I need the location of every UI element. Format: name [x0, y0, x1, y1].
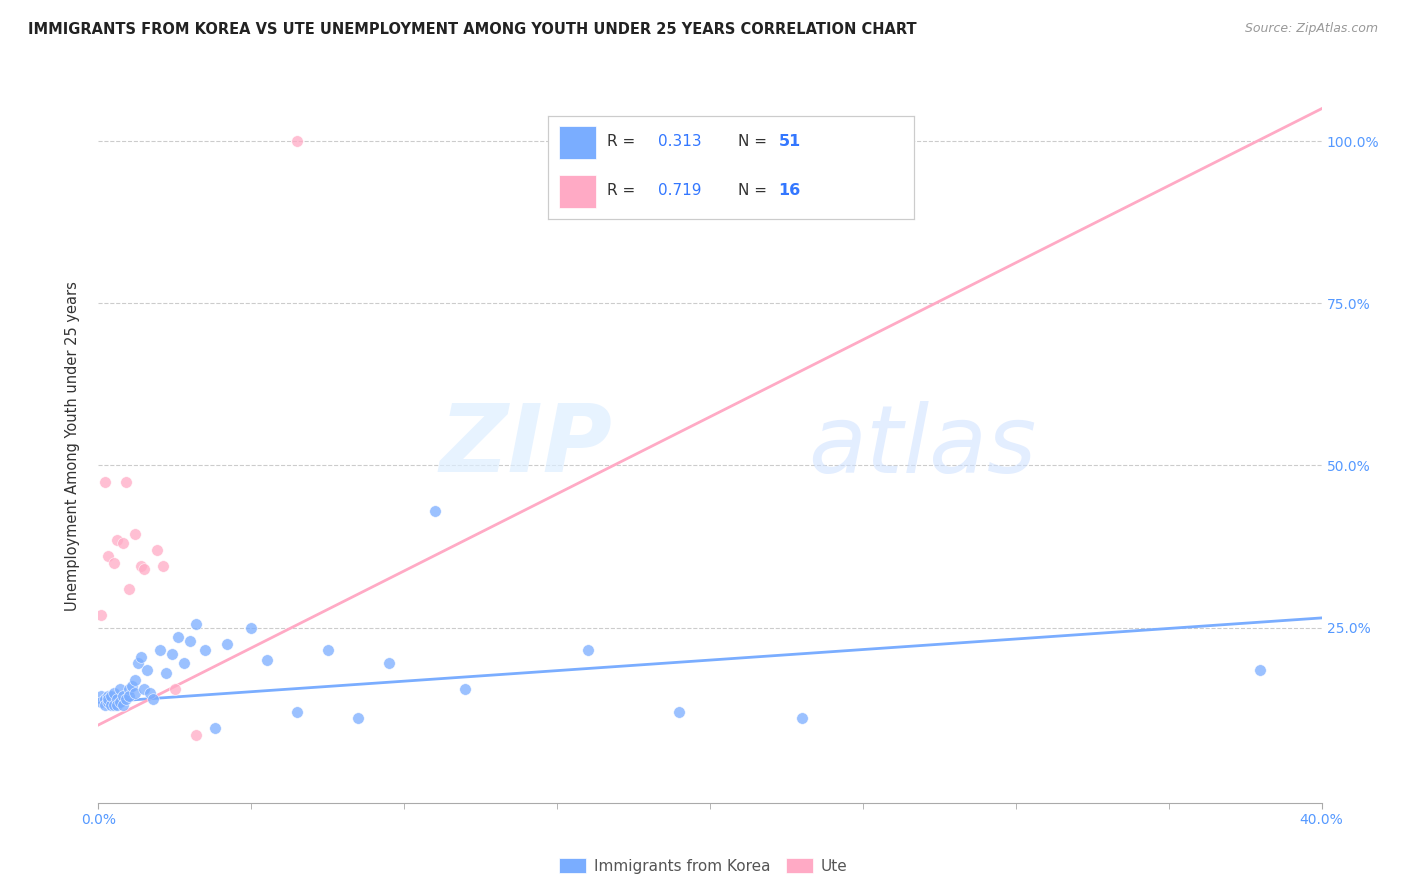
Point — [136, 663, 159, 677]
Point — [668, 705, 690, 719]
Point — [108, 682, 131, 697]
Point — [127, 657, 149, 671]
Point — [121, 679, 143, 693]
Point — [160, 647, 183, 661]
Point — [111, 536, 134, 550]
Point — [454, 682, 477, 697]
Point — [142, 692, 165, 706]
Point — [576, 643, 599, 657]
Point — [134, 562, 156, 576]
Point — [93, 692, 115, 706]
Text: 16: 16 — [779, 184, 801, 198]
Text: R =: R = — [607, 184, 640, 198]
Text: atlas: atlas — [808, 401, 1036, 491]
FancyBboxPatch shape — [560, 176, 596, 208]
Point — [139, 685, 162, 699]
Point — [108, 695, 131, 709]
Point — [100, 689, 122, 703]
Point — [129, 559, 152, 574]
Point — [111, 698, 134, 713]
Point — [105, 533, 128, 547]
Point — [134, 682, 156, 697]
Point — [124, 673, 146, 687]
Text: R =: R = — [607, 134, 640, 149]
Point — [93, 698, 115, 713]
Point — [103, 698, 125, 713]
Point — [378, 657, 401, 671]
FancyBboxPatch shape — [560, 127, 596, 159]
Point — [790, 711, 813, 725]
Point — [97, 689, 120, 703]
Point — [90, 695, 112, 709]
Point — [155, 666, 177, 681]
Point — [124, 685, 146, 699]
Point — [111, 689, 134, 703]
Point — [167, 631, 190, 645]
Point — [145, 542, 167, 557]
Point — [1249, 663, 1271, 677]
Point — [186, 617, 208, 632]
Point — [100, 698, 122, 713]
Point — [316, 643, 339, 657]
Text: N =: N = — [738, 134, 772, 149]
Point — [149, 643, 172, 657]
Point — [97, 549, 120, 564]
Text: 0.313: 0.313 — [658, 134, 702, 149]
Point — [90, 689, 112, 703]
Point — [103, 685, 125, 699]
Point — [93, 475, 115, 489]
Point — [129, 649, 152, 664]
Y-axis label: Unemployment Among Youth under 25 years: Unemployment Among Youth under 25 years — [65, 281, 80, 611]
Text: 51: 51 — [779, 134, 801, 149]
Point — [118, 582, 141, 596]
Point — [103, 556, 125, 570]
Text: Source: ZipAtlas.com: Source: ZipAtlas.com — [1244, 22, 1378, 36]
Point — [118, 682, 141, 697]
Legend: Immigrants from Korea, Ute: Immigrants from Korea, Ute — [553, 852, 853, 880]
Point — [179, 633, 201, 648]
Point — [105, 692, 128, 706]
Point — [124, 526, 146, 541]
Point — [347, 711, 370, 725]
Point — [285, 705, 308, 719]
Text: IMMIGRANTS FROM KOREA VS UTE UNEMPLOYMENT AMONG YOUTH UNDER 25 YEARS CORRELATION: IMMIGRANTS FROM KOREA VS UTE UNEMPLOYMEN… — [28, 22, 917, 37]
Text: 0.719: 0.719 — [658, 184, 702, 198]
Point — [194, 643, 217, 657]
Point — [256, 653, 278, 667]
Point — [173, 657, 195, 671]
Point — [240, 621, 263, 635]
Point — [115, 692, 138, 706]
Point — [118, 689, 141, 703]
Point — [423, 504, 446, 518]
Point — [204, 721, 226, 735]
Text: N =: N = — [738, 184, 772, 198]
Point — [163, 682, 186, 697]
Point — [105, 698, 128, 713]
Point — [152, 559, 174, 574]
Point — [97, 695, 120, 709]
Point — [97, 692, 120, 706]
Point — [285, 134, 308, 148]
Text: ZIP: ZIP — [439, 400, 612, 492]
Point — [215, 637, 238, 651]
Point — [115, 475, 138, 489]
Point — [90, 607, 112, 622]
Point — [186, 728, 208, 742]
